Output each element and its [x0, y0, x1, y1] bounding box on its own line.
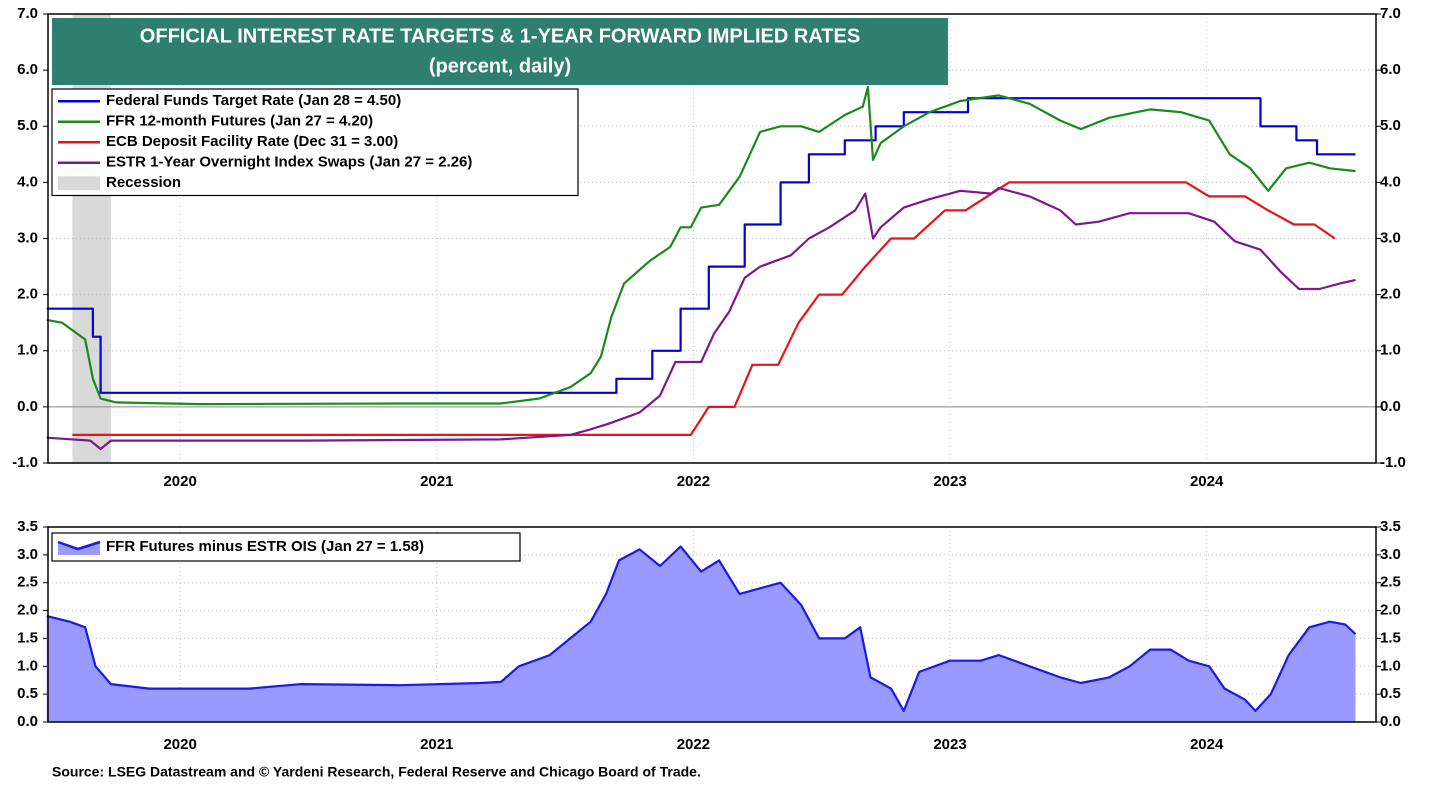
y2-tick-label: 0.0: [1380, 398, 1401, 415]
area: [46, 546, 1356, 722]
y2-tick-label: 0.0: [1380, 713, 1401, 730]
y2-tick-label: 3.0: [1380, 229, 1401, 246]
y-tick-label: 2.0: [17, 286, 38, 303]
source-note: Source: LSEG Datastream and © Yardeni Re…: [52, 764, 701, 780]
legend-label: ECB Deposit Facility Rate (Dec 31 = 3.00…: [106, 133, 398, 150]
y-tick-label: -1.0: [12, 454, 38, 471]
y2-tick-label: 7.0: [1380, 5, 1401, 22]
x-tick-label: 2024: [1190, 736, 1224, 753]
x-tick-label: 2020: [163, 473, 196, 490]
y2-tick-label: 6.0: [1380, 61, 1401, 78]
y2-tick-label: 1.0: [1380, 342, 1401, 359]
y2-tick-label: 3.0: [1380, 546, 1401, 563]
x-tick-label: 2021: [420, 473, 453, 490]
y-tick-label: 1.0: [17, 657, 38, 674]
y-tick-label: 3.0: [17, 229, 38, 246]
x-tick-label: 2021: [420, 736, 453, 753]
legend-swatch: [58, 176, 100, 191]
legend-box: [51, 532, 521, 562]
legend-box: [51, 88, 579, 197]
legend-swatch: [58, 542, 100, 555]
title-box: [52, 18, 948, 85]
x-tick-label: 2023: [933, 473, 966, 490]
legend-swatch-line: [57, 540, 101, 551]
legend-label: FFR Futures minus ESTR OIS (Jan 27 = 1.5…: [106, 538, 424, 555]
y-tick-label: 1.0: [17, 342, 38, 359]
chart-title: OFFICIAL INTEREST RATE TARGETS & 1-YEAR …: [140, 25, 860, 47]
x-tick-label: 2023: [933, 736, 966, 753]
y-tick-label: 3.0: [17, 546, 38, 563]
y2-tick-label: 3.5: [1380, 518, 1401, 535]
x-tick-label: 2022: [677, 473, 710, 490]
line: [72, 181, 1336, 436]
y-tick-label: 4.0: [17, 173, 38, 190]
y-tick-label: 2.5: [17, 574, 38, 591]
line: [46, 97, 1356, 394]
chart-subtitle: (percent, daily): [429, 55, 571, 77]
plot-frame: [47, 13, 1377, 464]
y2-tick-label: -1.0: [1380, 454, 1406, 471]
legend-label: Recession: [106, 174, 181, 191]
y2-tick-label: 4.0: [1380, 173, 1401, 190]
y-tick-label: 0.0: [17, 713, 38, 730]
y-tick-label: 6.0: [17, 61, 38, 78]
x-tick-label: 2020: [163, 736, 196, 753]
y2-tick-label: 1.0: [1380, 657, 1401, 674]
y2-tick-label: 2.0: [1380, 602, 1401, 619]
x-tick-label: 2022: [677, 736, 710, 753]
legend-label: ESTR 1-Year Overnight Index Swaps (Jan 2…: [106, 154, 472, 171]
y-tick-label: 0.5: [17, 685, 38, 702]
y-tick-label: 7.0: [17, 5, 38, 22]
line: [46, 545, 1357, 712]
plot-frame: [47, 526, 1377, 723]
y-tick-label: 0.0: [17, 398, 38, 415]
y2-tick-label: 0.5: [1380, 685, 1401, 702]
x-tick-label: 2024: [1190, 473, 1224, 490]
y-tick-label: 1.5: [17, 629, 38, 646]
legend-label: FFR 12-month Futures (Jan 27 = 4.20): [106, 113, 373, 130]
legend-label: Federal Funds Target Rate (Jan 28 = 4.50…: [106, 92, 401, 109]
y2-tick-label: 2.0: [1380, 286, 1401, 303]
y-tick-label: 5.0: [17, 117, 38, 134]
y2-tick-label: 1.5: [1380, 629, 1401, 646]
y2-tick-label: 5.0: [1380, 117, 1401, 134]
y-tick-label: 3.5: [17, 518, 38, 535]
line: [46, 85, 1356, 406]
y-tick-label: 2.0: [17, 602, 38, 619]
y2-tick-label: 2.5: [1380, 574, 1401, 591]
line: [46, 186, 1356, 451]
